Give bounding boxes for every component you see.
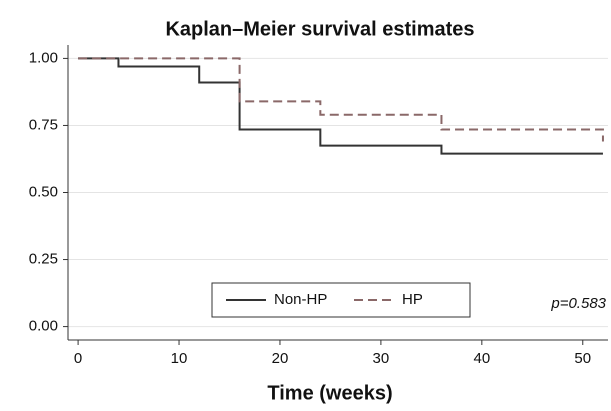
y-tick-label: 0.50	[29, 183, 58, 200]
x-tick-label: 30	[373, 350, 390, 367]
x-tick-label: 40	[473, 350, 490, 367]
x-tick-label: 10	[171, 350, 188, 367]
survival-line	[78, 57, 604, 142]
chart-title: Kaplan–Meier survival estimates	[165, 18, 474, 40]
annotation: p=0.583	[550, 295, 606, 312]
x-tick-label: 50	[574, 350, 591, 367]
y-tick-label: 1.00	[29, 49, 58, 66]
legend-label: HP	[402, 291, 423, 308]
x-tick-label: 20	[272, 350, 289, 367]
y-tick-label: 0.75	[29, 116, 58, 133]
legend-box	[211, 282, 471, 318]
x-tick-label: 0	[74, 350, 82, 367]
x-axis-title: Time (weeks)	[267, 382, 392, 404]
survival-line	[78, 57, 603, 155]
y-tick-label: 0.25	[29, 251, 58, 268]
y-tick-label: 0.00	[29, 318, 58, 335]
legend-label: Non-HP	[274, 291, 327, 308]
